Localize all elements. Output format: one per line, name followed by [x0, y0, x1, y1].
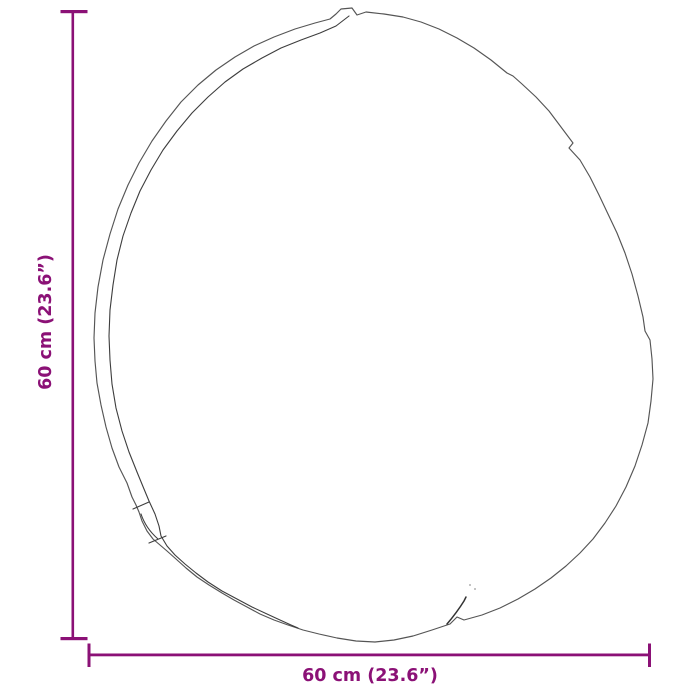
stitch-dot [474, 588, 476, 590]
height-dimension-line [71, 11, 75, 640]
width-dimension-line [88, 653, 651, 657]
width-dimension-cap-right [648, 643, 651, 667]
pouf-outline [93, 7, 654, 643]
width-dimension-label: 60 cm (23.6”) [302, 666, 438, 686]
height-dimension-cap-bottom [60, 637, 88, 641]
seam-tag-detail [132, 501, 167, 544]
stitch-detail [446, 596, 467, 625]
pouf-inner-seam-line [108, 15, 350, 629]
height-dimension-label: 60 cm (23.6”) [36, 254, 56, 390]
width-dimension-cap-left [87, 643, 91, 667]
stitch-dot [469, 584, 471, 586]
height-dimension-cap-top [60, 10, 88, 14]
